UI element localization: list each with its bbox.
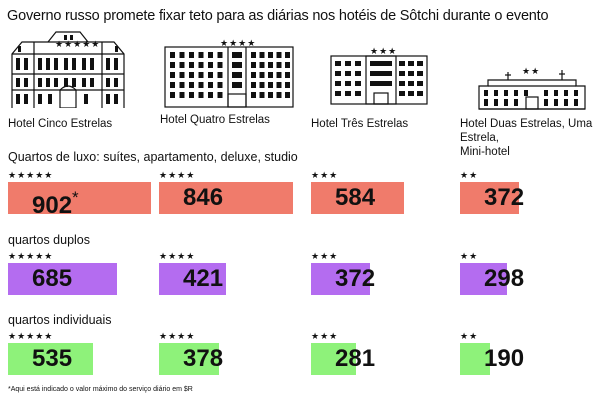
hotel-label-two-star-line2: Mini-hotel <box>460 146 510 158</box>
value-label-luxo-2: 584 <box>335 184 376 211</box>
section-label-duplos: quartos duplos <box>8 233 91 247</box>
two-star-rating: ★★ <box>522 66 541 76</box>
stars-duplos-3: ★★ <box>460 251 479 261</box>
hotel-label-two-star: Hotel Duas Estrelas, Uma Estrela, Mini-h… <box>460 117 616 159</box>
four-star-rating: ★★★★ <box>220 38 257 48</box>
bar-duplos-3 <box>460 263 507 295</box>
bar-individuais-0 <box>8 343 93 375</box>
section-label-luxo: Quartos de luxo: suítes, apartamento, de… <box>8 150 298 164</box>
stars-individuais-3: ★★ <box>460 331 479 341</box>
stars-duplos-0: ★★★★★ <box>8 251 54 261</box>
footnote: *Aqui está indicado o valor máximo do se… <box>8 386 193 393</box>
four-star-hotel-icon <box>164 46 294 108</box>
value-label-duplos-0: 685 <box>32 265 73 292</box>
bar-luxo-2 <box>311 182 404 214</box>
stars-individuais-1: ★★★★ <box>159 331 196 341</box>
value-label-duplos-2: 372 <box>335 265 376 292</box>
stars-duplos-1: ★★★★ <box>159 251 196 261</box>
value-label-luxo-3: 372 <box>484 184 525 211</box>
value-label-individuais-2: 281 <box>335 345 376 372</box>
stars-individuais-2: ★★★ <box>311 331 339 341</box>
value-label-luxo-1: 846 <box>183 184 224 211</box>
five-star-rating: ★★★★★ <box>55 39 101 49</box>
bar-luxo-3 <box>460 182 519 214</box>
bar-luxo-0 <box>8 182 151 214</box>
asterisk-note: * <box>72 188 79 207</box>
chart-title: Governo russo promete fixar teto para as… <box>7 8 549 24</box>
value-label-duplos-3: 298 <box>484 265 525 292</box>
bar-individuais-2 <box>311 343 356 375</box>
two-star-hotel-icon <box>478 70 586 110</box>
bar-individuais-3 <box>460 343 490 375</box>
bar-individuais-1 <box>159 343 219 375</box>
value-label-luxo-0: 902* <box>32 188 79 219</box>
bar-duplos-2 <box>311 263 370 295</box>
value-label-individuais-0: 535 <box>32 345 73 372</box>
value-label-duplos-1: 421 <box>183 265 224 292</box>
hotel-label-five-star: Hotel Cinco Estrelas <box>8 118 113 130</box>
bar-duplos-0 <box>8 263 117 295</box>
stars-luxo-2: ★★★ <box>311 170 339 180</box>
bar-duplos-1 <box>159 263 226 295</box>
value-label-individuais-1: 378 <box>183 345 224 372</box>
five-star-hotel-icon <box>8 24 128 108</box>
three-star-hotel-icon <box>330 55 428 105</box>
stars-luxo-0: ★★★★★ <box>8 170 54 180</box>
hotel-label-three-star: Hotel Três Estrelas <box>311 118 409 130</box>
hotel-label-four-star: Hotel Quatro Estrelas <box>160 114 270 126</box>
hotel-label-two-star-line1: Hotel Duas Estrelas, Uma Estrela, <box>460 118 593 144</box>
bar-luxo-1 <box>159 182 293 214</box>
stars-duplos-2: ★★★ <box>311 251 339 261</box>
stars-luxo-3: ★★ <box>460 170 479 180</box>
stars-luxo-1: ★★★★ <box>159 170 196 180</box>
section-label-individuais: quartos individuais <box>8 313 112 327</box>
value-label-individuais-3: 190 <box>484 345 525 372</box>
stars-individuais-0: ★★★★★ <box>8 331 54 341</box>
three-star-rating: ★★★ <box>370 46 398 56</box>
